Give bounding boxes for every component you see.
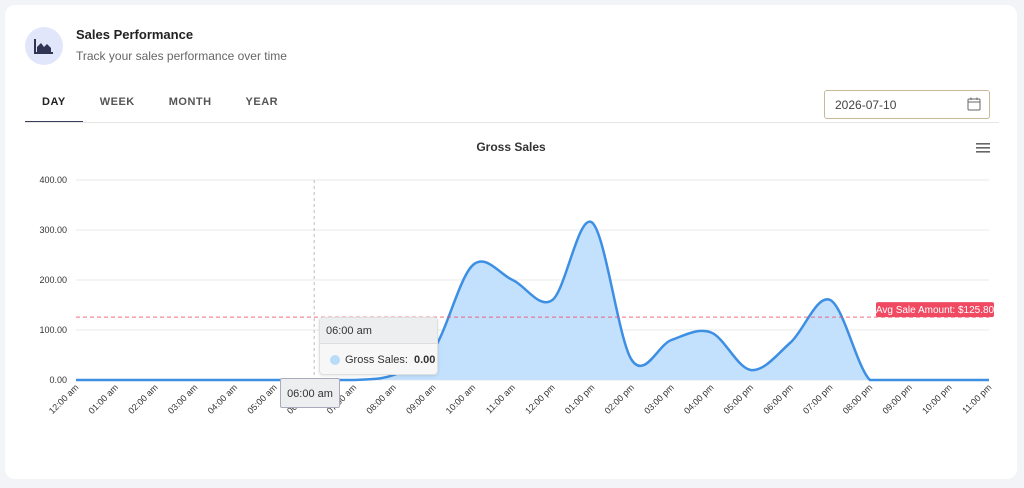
- x-tick-label: 09:00 am: [404, 382, 438, 416]
- x-tick: 02:00 pm: [603, 382, 637, 416]
- x-tick-label: 07:00 pm: [801, 382, 835, 416]
- series-area-gross-sales: [76, 221, 989, 380]
- x-tick: 08:00 pm: [841, 382, 875, 416]
- x-axis-tooltip: 06:00 am: [280, 378, 340, 408]
- area-chart-icon: [25, 27, 63, 65]
- avg-annotation-label: Avg Sale Amount: $125.80: [876, 305, 995, 316]
- x-tick-label: 08:00 am: [364, 382, 398, 416]
- x-tick: 05:00 am: [245, 382, 279, 416]
- x-tick-label: 05:00 am: [245, 382, 279, 416]
- x-tick-label: 03:00 am: [166, 382, 200, 416]
- card-subtitle: Track your sales performance over time: [76, 49, 287, 63]
- x-tick-label: 02:00 am: [126, 382, 160, 416]
- x-tick-label: 09:00 pm: [880, 382, 914, 416]
- x-tick: 02:00 am: [126, 382, 160, 416]
- x-tick-label: 03:00 pm: [642, 382, 676, 416]
- x-tick-label: 12:00 am: [47, 382, 81, 416]
- x-tick: 07:00 pm: [801, 382, 835, 416]
- tab-year[interactable]: YEAR: [245, 96, 279, 108]
- x-tick: 01:00 am: [87, 382, 121, 416]
- tooltip-series: Gross Sales:: [345, 354, 408, 366]
- y-tick-label: 300.00: [39, 225, 67, 235]
- x-tick-label: 10:00 am: [444, 382, 478, 416]
- y-tick-label: 100.00: [39, 325, 67, 335]
- x-tick: 10:00 pm: [920, 382, 954, 416]
- x-tick-label: 11:00 am: [484, 382, 517, 415]
- x-axis-labels: 12:00 am 01:00 am 02:00 am 03:00 am 04:00 am…: [47, 382, 994, 416]
- y-axis-labels: 0.00 100.00 200.00 300.00 400.00: [39, 175, 67, 385]
- x-tick: 01:00 pm: [563, 382, 597, 416]
- y-tick-label: 0.00: [49, 375, 67, 385]
- x-tick-label: 11:00 pm: [960, 382, 993, 415]
- tooltip-row: Gross Sales: 0.00: [320, 344, 437, 366]
- x-tick: 12:00 am: [47, 382, 81, 416]
- x-tick: 03:00 pm: [642, 382, 676, 416]
- x-tick: 06:00 pm: [761, 382, 795, 416]
- card-title: Sales Performance: [76, 27, 194, 42]
- x-tick: 09:00 am: [404, 382, 438, 416]
- y-tick-label: 200.00: [39, 275, 67, 285]
- tooltip-value: 0.00: [413, 354, 436, 366]
- x-tick-label: 04:00 pm: [682, 382, 716, 416]
- calendar-icon[interactable]: [967, 97, 981, 114]
- x-tick-label: 10:00 pm: [920, 382, 954, 416]
- x-tick-label: 01:00 pm: [563, 382, 597, 416]
- x-tick-label: 08:00 pm: [841, 382, 875, 416]
- avg-annotation-badge: [876, 302, 994, 318]
- y-tick-label: 400.00: [39, 175, 67, 185]
- x-tick-label: 05:00 pm: [722, 382, 756, 416]
- sales-performance-card: Sales Performance Track your sales perfo…: [5, 5, 1017, 479]
- tab-month[interactable]: MONTH: [168, 96, 212, 108]
- chart-tooltip: 06:00 am Gross Sales: 0.00: [319, 317, 438, 375]
- x-tick-label: 06:00 pm: [761, 382, 795, 416]
- x-tick-label: 02:00 pm: [603, 382, 637, 416]
- tab-week[interactable]: WEEK: [99, 96, 135, 108]
- tooltip-title: 06:00 am: [320, 318, 437, 344]
- x-tick: 12:00 pm: [523, 382, 557, 416]
- series-marker: [330, 355, 340, 365]
- series-line-gross-sales: [75, 220, 989, 382]
- date-value: 2026-07-10: [835, 98, 897, 112]
- tabs-divider: [25, 122, 999, 123]
- x-tick: 03:00 am: [166, 382, 200, 416]
- x-tick: 09:00 pm: [880, 382, 914, 416]
- x-tick: 11:00 am: [484, 382, 517, 415]
- chart-menu-icon[interactable]: [976, 141, 990, 159]
- period-tabs: DAY WEEK MONTH YEAR: [25, 91, 295, 123]
- x-tick: 10:00 am: [444, 382, 478, 416]
- x-tick: 04:00 pm: [682, 382, 716, 416]
- x-tick: 05:00 pm: [722, 382, 756, 416]
- x-tick-label: 01:00 am: [87, 382, 121, 416]
- chart-title: Gross Sales: [476, 140, 546, 154]
- x-tick: 04:00 am: [206, 382, 240, 416]
- x-tick: 11:00 pm: [960, 382, 993, 415]
- x-tick: 08:00 am: [364, 382, 398, 416]
- x-tick-label: 04:00 am: [206, 382, 240, 416]
- date-picker[interactable]: 2026-07-10: [824, 90, 990, 119]
- x-tick-label: 12:00 pm: [523, 382, 557, 416]
